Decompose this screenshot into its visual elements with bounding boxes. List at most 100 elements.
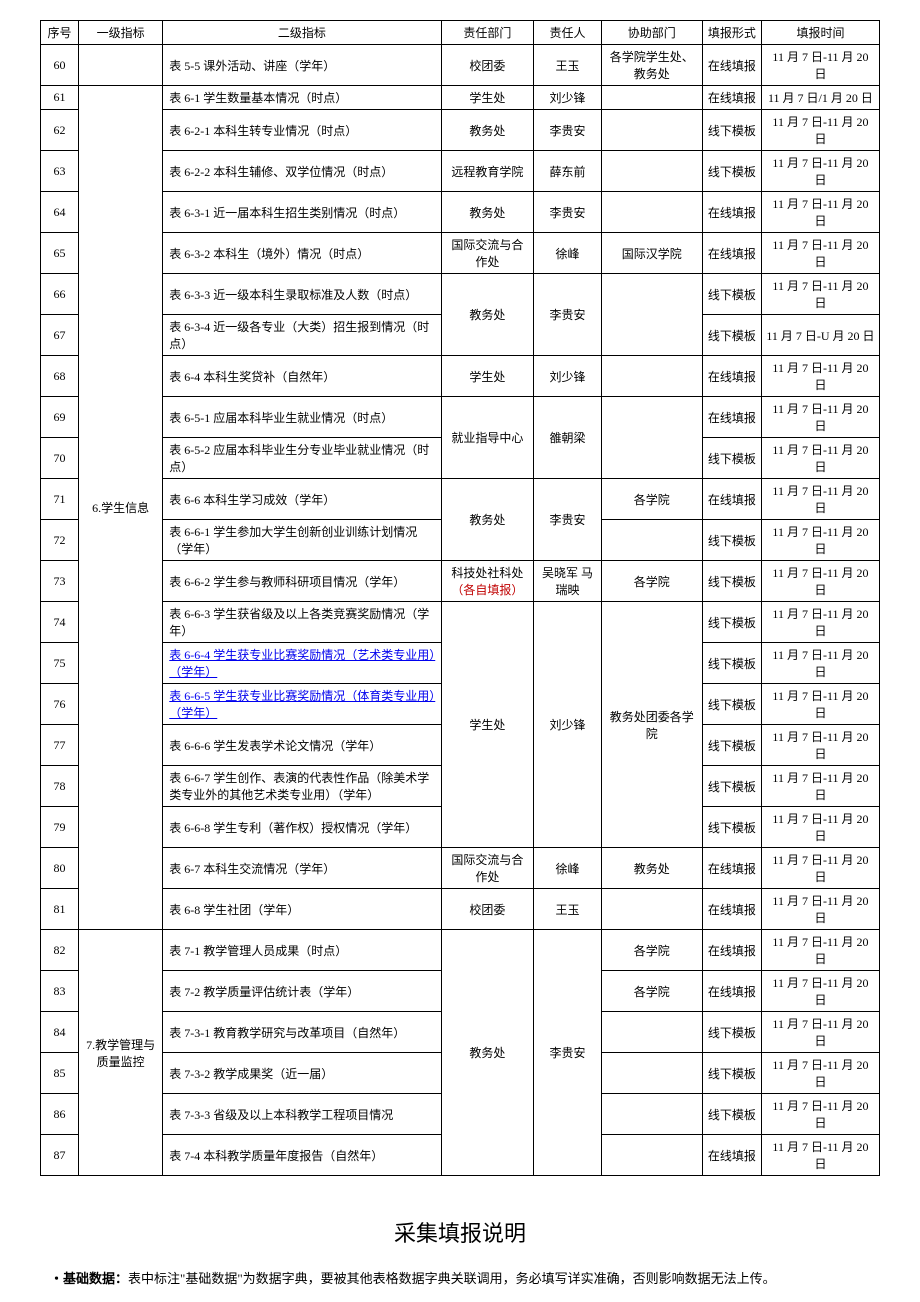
header-assist: 协助部门: [601, 21, 702, 45]
header-seq: 序号: [41, 21, 79, 45]
cell-assist: 各学院: [601, 561, 702, 602]
cell-assist: [601, 520, 702, 561]
cell-person: 李贵安: [534, 274, 601, 356]
cell-time: 11 月 7 日-11 月 20 日: [761, 889, 879, 930]
header-l1: 一级指标: [78, 21, 162, 45]
link-text[interactable]: 表 6-6-4 学生获专业比赛奖励情况（艺术类专业用）（学年）: [169, 648, 435, 679]
cell-dept: 学生处: [441, 602, 534, 848]
cell-seq: 78: [41, 766, 79, 807]
cell-l2: 表 6-6-5 学生获专业比赛奖励情况（体育类专业用）（学年）: [163, 684, 441, 725]
cell-form: 在线填报: [702, 192, 761, 233]
cell-l2: 表 6-7 本科生交流情况（学年）: [163, 848, 441, 889]
cell-dept: 科技处社科处 （各自填报）: [441, 561, 534, 602]
cell-seq: 73: [41, 561, 79, 602]
footer-note: ・基础数据：表中标注"基础数据"为数据字典，要被其他表格数据字典关联调用，务必填…: [50, 1268, 870, 1287]
cell-time: 11 月 7 日-11 月 20 日: [761, 151, 879, 192]
cell-l1-group6: 6.学生信息: [78, 86, 162, 930]
dept-extra: （各自填报）: [451, 583, 523, 597]
cell-assist: 教务处: [601, 848, 702, 889]
cell-form: 线下模板: [702, 520, 761, 561]
cell-time: 11 月 7 日-11 月 20 日: [761, 561, 879, 602]
cell-l2: 表 6-3-1 近一届本科生招生类别情况（时点）: [163, 192, 441, 233]
table-row: 63 表 6-2-2 本科生辅修、双学位情况（时点） 远程教育学院 薛东前 线下…: [41, 151, 880, 192]
cell-assist: [601, 86, 702, 110]
cell-dept: 学生处: [441, 86, 534, 110]
cell-assist: [601, 356, 702, 397]
cell-seq: 70: [41, 438, 79, 479]
note-body: 表中标注"基础数据"为数据字典，要被其他表格数据字典关联调用，务必填写详实准确，…: [128, 1271, 776, 1286]
cell-l2: 表 6-4 本科生奖贷补（自然年）: [163, 356, 441, 397]
cell-time: 11 月 7 日-11 月 20 日: [761, 725, 879, 766]
cell-form: 在线填报: [702, 86, 761, 110]
cell-time: 11 月 7 日-11 月 20 日: [761, 397, 879, 438]
cell-person: 薛东前: [534, 151, 601, 192]
cell-l2: 表 5-5 课外活动、讲座（学年）: [163, 45, 441, 86]
cell-assist: 国际汉学院: [601, 233, 702, 274]
cell-form: 在线填报: [702, 1135, 761, 1176]
cell-person: 王玉: [534, 45, 601, 86]
cell-seq: 75: [41, 643, 79, 684]
cell-form: 在线填报: [702, 930, 761, 971]
cell-dept: 教务处: [441, 192, 534, 233]
table-row: 65 表 6-3-2 本科生（境外）情况（时点） 国际交流与合作处 徐峰 国际汉…: [41, 233, 880, 274]
cell-form: 在线填报: [702, 889, 761, 930]
cell-seq: 85: [41, 1053, 79, 1094]
dept-text: 科技处社科处: [451, 566, 523, 580]
cell-form: 线下模板: [702, 643, 761, 684]
cell-l2: 表 7-1 教学管理人员成果（时点）: [163, 930, 441, 971]
cell-time: 11 月 7 日-11 月 20 日: [761, 1094, 879, 1135]
table-row: 61 6.学生信息 表 6-1 学生数量基本情况（时点） 学生处 刘少锋 在线填…: [41, 86, 880, 110]
table-row: 68 表 6-4 本科生奖贷补（自然年） 学生处 刘少锋 在线填报 11 月 7…: [41, 356, 880, 397]
table-row: 60 表 5-5 课外活动、讲座（学年） 校团委 王玉 各学院学生处、教务处 在…: [41, 45, 880, 86]
cell-dept: 校团委: [441, 45, 534, 86]
cell-form: 线下模板: [702, 151, 761, 192]
cell-seq: 64: [41, 192, 79, 233]
cell-form: 在线填报: [702, 479, 761, 520]
cell-dept: 国际交流与合作处: [441, 848, 534, 889]
cell-form: 线下模板: [702, 274, 761, 315]
header-form: 填报形式: [702, 21, 761, 45]
table-row: 82 7.教学管理与质量监控 表 7-1 教学管理人员成果（时点） 教务处 李贵…: [41, 930, 880, 971]
cell-l2: 表 6-1 学生数量基本情况（时点）: [163, 86, 441, 110]
cell-seq: 67: [41, 315, 79, 356]
cell-person: 吴晓军 马瑞映: [534, 561, 601, 602]
cell-dept: 教务处: [441, 479, 534, 561]
table-row: 81 表 6-8 学生社团（学年） 校团委 王玉 在线填报 11 月 7 日-1…: [41, 889, 880, 930]
cell-dept: 教务处: [441, 110, 534, 151]
cell-time: 11 月 7 日-11 月 20 日: [761, 848, 879, 889]
header-person: 责任人: [534, 21, 601, 45]
cell-assist: [601, 397, 702, 479]
cell-time: 11 月 7 日-11 月 20 日: [761, 192, 879, 233]
table-row: 64 表 6-3-1 近一届本科生招生类别情况（时点） 教务处 李贵安 在线填报…: [41, 192, 880, 233]
cell-l2: 表 6-6-8 学生专利（著作权）授权情况（学年）: [163, 807, 441, 848]
footer-title: 采集填报说明: [40, 1216, 880, 1248]
cell-seq: 69: [41, 397, 79, 438]
cell-form: 在线填报: [702, 233, 761, 274]
cell-assist: 各学院: [601, 930, 702, 971]
cell-person: 徐峰: [534, 233, 601, 274]
cell-person: 徐峰: [534, 848, 601, 889]
table-row: 62 表 6-2-1 本科生转专业情况（时点） 教务处 李贵安 线下模板 11 …: [41, 110, 880, 151]
link-text[interactable]: 表 6-6-5 学生获专业比赛奖励情况（体育类专业用）（学年）: [169, 689, 435, 720]
cell-form: 线下模板: [702, 561, 761, 602]
cell-person: 刘少锋: [534, 86, 601, 110]
cell-l2: 表 6-6 本科生学习成效（学年）: [163, 479, 441, 520]
cell-time: 11 月 7 日-11 月 20 日: [761, 971, 879, 1012]
cell-person: 雒朝梁: [534, 397, 601, 479]
cell-seq: 81: [41, 889, 79, 930]
cell-time: 11 月 7 日/1 月 20 日: [761, 86, 879, 110]
cell-l1: [78, 45, 162, 86]
cell-seq: 66: [41, 274, 79, 315]
cell-time: 11 月 7 日-11 月 20 日: [761, 684, 879, 725]
cell-form: 线下模板: [702, 315, 761, 356]
cell-assist: [601, 192, 702, 233]
cell-l2: 表 6-6-1 学生参加大学生创新创业训练计划情况（学年）: [163, 520, 441, 561]
cell-person: 刘少锋: [534, 602, 601, 848]
cell-l2: 表 6-6-2 学生参与教师科研项目情况（学年）: [163, 561, 441, 602]
cell-assist: 各学院: [601, 971, 702, 1012]
cell-dept: 教务处: [441, 930, 534, 1176]
cell-seq: 76: [41, 684, 79, 725]
cell-l2: 表 7-3-3 省级及以上本科教学工程项目情况: [163, 1094, 441, 1135]
cell-assist: 各学院学生处、教务处: [601, 45, 702, 86]
cell-time: 11 月 7 日-11 月 20 日: [761, 520, 879, 561]
